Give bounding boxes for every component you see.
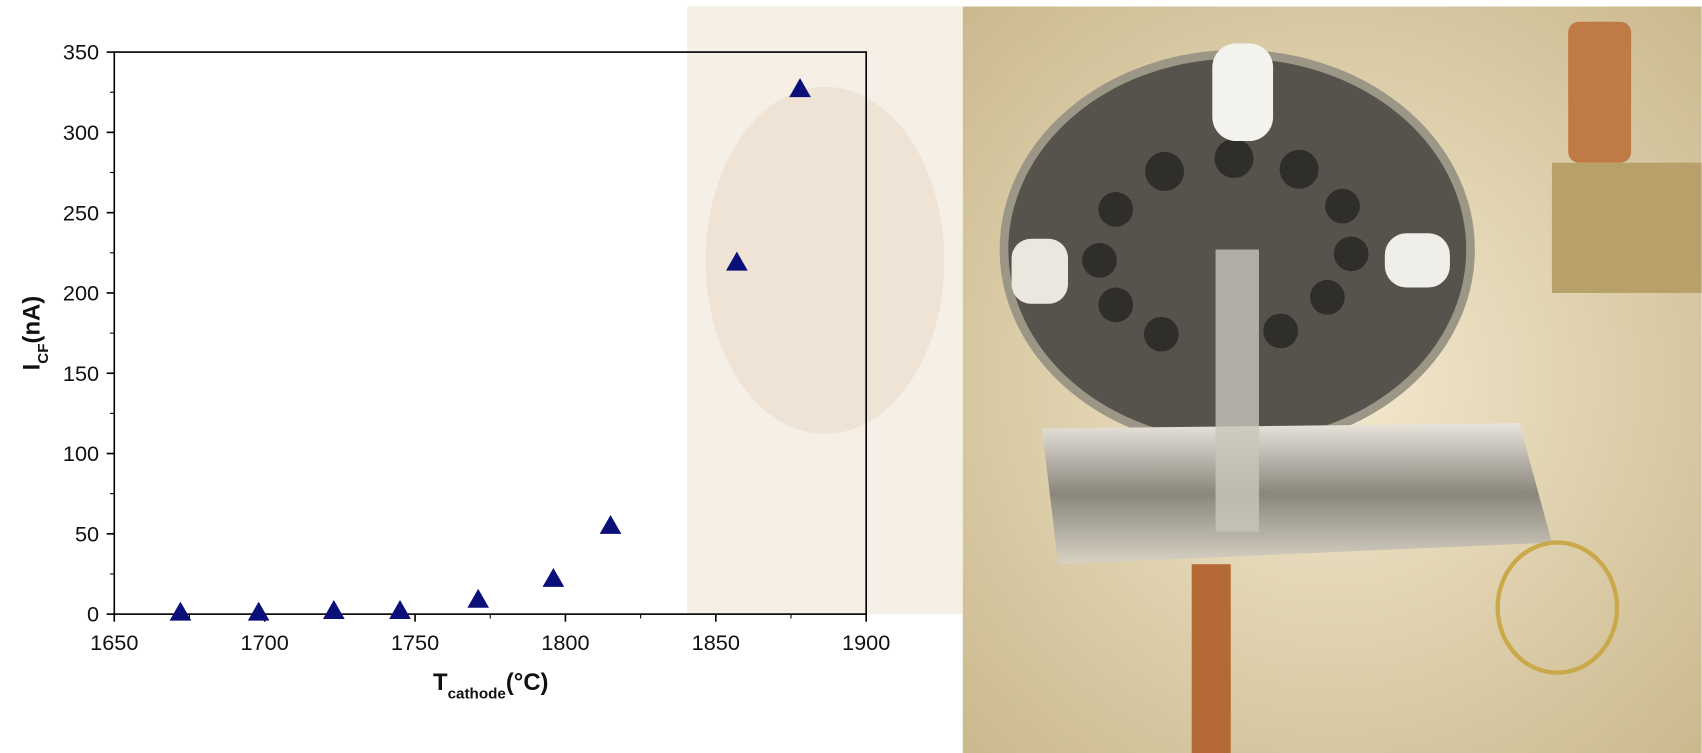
y-tick-label: 300 [63, 120, 99, 145]
faded-photo-detail [705, 86, 945, 435]
x-tick-label: 1850 [692, 630, 740, 655]
point [789, 78, 811, 98]
point [322, 600, 345, 620]
x-tick-label: 1650 [90, 630, 138, 655]
point [467, 588, 490, 608]
y-tick-label: 200 [63, 281, 99, 306]
y-label-sub: CF [35, 344, 52, 364]
photo [962, 6, 1702, 753]
x-label-rest: (°C) [506, 669, 549, 696]
y-tick-label: 50 [75, 521, 99, 546]
y-axis-label: ICF(nA) [18, 296, 52, 371]
point [599, 514, 622, 534]
x-label-sub: cathode [448, 686, 506, 703]
point [247, 601, 270, 621]
y-tick-label: 100 [63, 441, 99, 466]
x-tick-label: 1800 [541, 630, 589, 655]
plot-area: Tcathode(°C) ICF(nA) [18, 296, 548, 703]
point [542, 567, 565, 587]
point [389, 600, 411, 620]
x-tick-label: 1900 [842, 630, 890, 655]
point [169, 601, 192, 621]
y-tick-label: 350 [63, 40, 99, 65]
x-tick-label: 1700 [241, 630, 289, 655]
x-tick-label: 1750 [391, 630, 439, 655]
point [726, 251, 748, 271]
y-tick-label: 250 [63, 200, 99, 225]
y-label-main: I [18, 364, 45, 371]
x-label-main: T [433, 669, 448, 696]
y-tick-label: 150 [63, 361, 99, 386]
y-tick-label: 0 [87, 602, 99, 627]
y-label-rest: (nA) [18, 296, 45, 344]
x-axis-label: Tcathode(°C) [433, 669, 548, 703]
